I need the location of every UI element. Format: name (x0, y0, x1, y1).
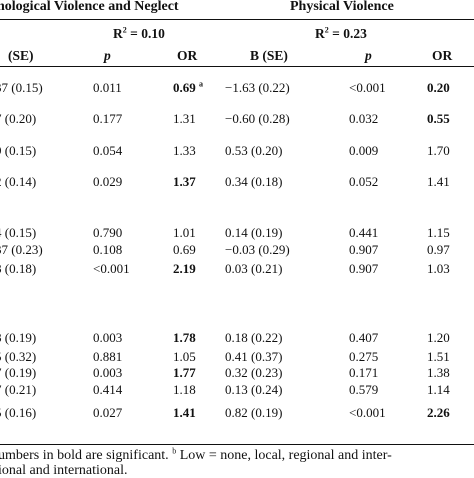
right-b-se-cell: −0.03 (0.29) (225, 242, 290, 257)
left-p-cell: 0.177 (93, 111, 123, 126)
left-or-cell: 1.05 (173, 349, 196, 364)
footnote-line-2: ional and international. (0, 463, 128, 478)
col-right-or: OR (432, 48, 453, 63)
left-or-cell: 1.01 (173, 225, 196, 240)
left-b-se-cell: 4 (0.15) (0, 225, 37, 240)
right-or-cell: 1.38 (427, 365, 450, 380)
left-or-cell: 1.33 (173, 143, 196, 158)
left-b-se-cell: 5 (0.16) (0, 405, 37, 420)
right-b-se-cell: 0.53 (0.20) (225, 143, 283, 158)
right-p-cell: 0.032 (349, 111, 379, 126)
left-or-cell: 1.41 (173, 405, 196, 420)
right-b-se-cell: 0.03 (0.21) (225, 261, 283, 276)
left-or-cell: 0.69 a (173, 79, 203, 95)
right-or-cell: 1.15 (427, 225, 450, 240)
right-p-cell: 0.907 (349, 261, 379, 276)
right-or-cell: 0.97 (427, 242, 450, 257)
left-b-se-cell: 8 (0.19) (0, 330, 37, 345)
right-p-cell: 0.907 (349, 242, 379, 257)
left-p-cell: 0.108 (93, 242, 123, 257)
right-or-cell: 0.55 (427, 111, 450, 126)
left-group-header: hological Violence and Neglect (0, 0, 179, 14)
left-b-se-cell: 7 (0.21) (0, 382, 37, 397)
right-or-cell: 1.03 (427, 261, 450, 276)
col-left-p: p (104, 48, 111, 63)
bottom-rule (0, 444, 474, 445)
right-or-cell: 1.51 (427, 349, 450, 364)
left-b-se-cell: 9 (0.15) (0, 143, 37, 158)
left-or-cell: 0.69 (173, 242, 196, 257)
right-p-cell: 0.579 (349, 382, 379, 397)
left-p-cell: 0.027 (93, 405, 123, 420)
right-or-cell: 0.20 (427, 80, 450, 95)
right-p-cell: 0.407 (349, 330, 379, 345)
col-left-or: OR (177, 48, 198, 63)
left-p-cell: 0.881 (93, 349, 123, 364)
right-group-header: Physical Violence (290, 0, 394, 14)
right-b-se-cell: 0.18 (0.22) (225, 330, 283, 345)
right-p-cell: 0.275 (349, 349, 379, 364)
left-or-cell: 1.31 (173, 111, 196, 126)
left-p-cell: 0.414 (93, 382, 123, 397)
right-p-cell: 0.009 (349, 143, 379, 158)
right-or-cell: 1.41 (427, 174, 450, 189)
left-or-cell: 1.78 (173, 330, 196, 345)
right-or-cell: 1.14 (427, 382, 450, 397)
left-or-cell: 1.37 (173, 174, 196, 189)
footnote-line-1: umbers in bold are significant. b Low = … (0, 446, 392, 463)
left-or-cell: 1.77 (173, 365, 196, 380)
right-p-cell: 0.171 (349, 365, 379, 380)
right-b-se-cell: 0.32 (0.23) (225, 365, 283, 380)
right-r2: R2 = 0.23 (315, 25, 367, 41)
column-header-rule (0, 66, 474, 67)
right-b-se-cell: 0.41 (0.37) (225, 349, 283, 364)
left-or-cell: 1.18 (173, 382, 196, 397)
left-r2: R2 = 0.10 (113, 25, 165, 41)
left-p-cell: 0.054 (93, 143, 123, 158)
left-b-se-cell: 7 (0.20) (0, 111, 37, 126)
col-left-b-se: (SE) (8, 48, 34, 63)
left-b-se-cell: 37 (0.23) (0, 242, 43, 257)
header-rule (0, 19, 474, 20)
left-b-se-cell: 8 (0.18) (0, 261, 37, 276)
left-p-cell: 0.011 (93, 80, 122, 95)
right-p-cell: <0.001 (349, 80, 386, 95)
right-or-cell: 1.20 (427, 330, 450, 345)
left-b-se-cell: 7 (0.19) (0, 365, 37, 380)
right-p-cell: 0.441 (349, 225, 379, 240)
right-b-se-cell: −1.63 (0.22) (225, 80, 290, 95)
left-b-se-cell: 37 (0.15) (0, 80, 43, 95)
right-b-se-cell: 0.14 (0.19) (225, 225, 283, 240)
left-p-cell: <0.001 (93, 261, 130, 276)
footnote-marker: a (199, 79, 203, 89)
left-p-cell: 0.790 (93, 225, 123, 240)
right-or-cell: 1.70 (427, 143, 450, 158)
left-p-cell: 0.003 (93, 330, 123, 345)
right-b-se-cell: 0.82 (0.19) (225, 405, 283, 420)
left-p-cell: 0.003 (93, 365, 123, 380)
col-right-b-se: B (SE) (250, 48, 288, 63)
right-p-cell: 0.052 (349, 174, 379, 189)
left-or-cell: 2.19 (173, 261, 196, 276)
right-b-se-cell: −0.60 (0.28) (225, 111, 290, 126)
right-b-se-cell: 0.13 (0.24) (225, 382, 283, 397)
left-b-se-cell: 5 (0.32) (0, 349, 37, 364)
left-b-se-cell: 2 (0.14) (0, 174, 37, 189)
right-or-cell: 2.26 (427, 405, 450, 420)
right-b-se-cell: 0.34 (0.18) (225, 174, 283, 189)
col-right-p: p (365, 48, 372, 63)
right-p-cell: <0.001 (349, 405, 386, 420)
left-p-cell: 0.029 (93, 174, 123, 189)
